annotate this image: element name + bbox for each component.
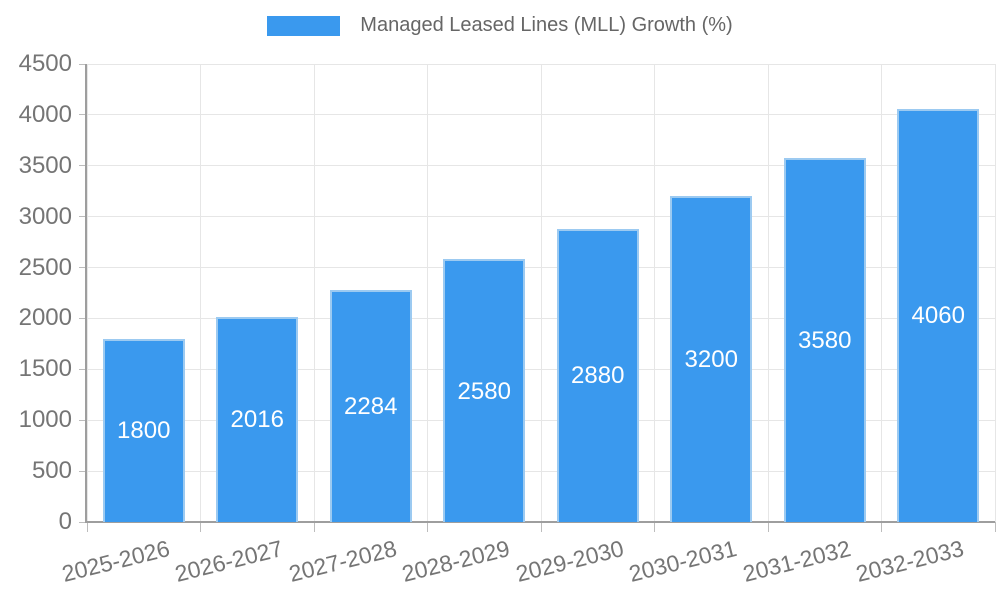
x-gridline — [540, 64, 542, 522]
y-gridline — [87, 216, 995, 218]
bar-value-label: 2284 — [344, 392, 398, 420]
x-tick-mark — [313, 522, 315, 532]
x-tick-mark — [994, 522, 996, 532]
chart-legend: Managed Leased Lines (MLL) Growth (%) — [0, 14, 1000, 37]
y-tick-label: 2500 — [18, 253, 72, 281]
x-gridline — [86, 64, 88, 522]
x-gridline — [427, 64, 428, 522]
y-tick-label: 3500 — [18, 151, 72, 179]
y-tick-mark — [79, 368, 87, 370]
y-tick-mark — [79, 63, 87, 65]
bar-value-label: 2580 — [457, 377, 511, 405]
y-tick-label: 4500 — [18, 50, 72, 77]
legend-label: Managed Leased Lines (MLL) Growth (%) — [360, 14, 733, 36]
x-tick-mark — [654, 522, 655, 532]
legend-item-mll-growth[interactable]: Managed Leased Lines (MLL) Growth (%) — [267, 14, 733, 37]
y-tick-mark — [79, 419, 87, 421]
y-gridline — [87, 165, 995, 167]
bar-2029-2030[interactable]: 2880 — [556, 228, 639, 522]
y-gridline — [87, 267, 995, 269]
y-gridline — [87, 470, 995, 472]
y-tick-mark — [79, 114, 87, 116]
plot-area: 4500 4000 3500 3000 2500 2000 1500 1000 500 0 180… — [19, 51, 996, 587]
bar-2026-2027[interactable]: 2016 — [216, 316, 299, 522]
x-tick-mark — [200, 522, 201, 532]
y-tick-label: 0 — [58, 508, 72, 535]
x-gridline — [313, 64, 315, 522]
y-tick-label: 1500 — [18, 355, 72, 383]
x-axis-line — [85, 521, 995, 523]
x-gridline — [200, 64, 201, 522]
y-tick-label: 4000 — [18, 100, 72, 128]
x-gridline — [881, 64, 882, 522]
y-gridline — [87, 114, 995, 116]
bar-2032-2033[interactable]: 4060 — [897, 108, 980, 522]
y-gridline — [87, 419, 995, 421]
bar-value-label: 4060 — [911, 302, 965, 330]
y-axis-line — [85, 64, 87, 522]
bar-2030-2031[interactable]: 3200 — [670, 196, 753, 522]
x-tick-mark — [767, 522, 769, 532]
y-tick-label: 1000 — [18, 406, 72, 434]
bar-value-label: 2016 — [230, 406, 284, 434]
x-tick-mark — [427, 522, 428, 532]
y-tick-mark — [79, 521, 87, 523]
x-gridline — [767, 64, 769, 522]
y-tick-mark — [79, 216, 87, 218]
y-gridline — [87, 317, 995, 319]
x-tick-mark — [881, 522, 882, 532]
y-tick-mark — [79, 165, 87, 167]
bar-value-label: 2880 — [571, 362, 625, 390]
x-tick-mark — [86, 522, 88, 532]
bar-2028-2029[interactable]: 2580 — [443, 259, 526, 522]
bar-value-label: 3200 — [684, 346, 738, 374]
y-tick-label: 500 — [31, 457, 72, 485]
y-tick-mark — [79, 317, 87, 319]
x-gridline — [654, 64, 655, 522]
bar-2031-2032[interactable]: 3580 — [783, 157, 866, 522]
bar-2027-2028[interactable]: 2284 — [329, 289, 412, 522]
bar-value-label: 1800 — [117, 417, 171, 445]
y-tick-label: 3000 — [18, 202, 72, 230]
x-gridline — [994, 64, 996, 522]
y-tick-mark — [79, 470, 87, 472]
bar-value-label: 3580 — [798, 326, 852, 354]
y-tick-label: 2000 — [18, 304, 72, 332]
y-gridline — [87, 368, 995, 370]
x-tick-mark — [540, 522, 542, 532]
bar-2025-2026[interactable]: 1800 — [102, 338, 185, 522]
y-gridline — [87, 63, 995, 65]
y-tick-mark — [79, 267, 87, 269]
legend-swatch — [267, 15, 341, 36]
